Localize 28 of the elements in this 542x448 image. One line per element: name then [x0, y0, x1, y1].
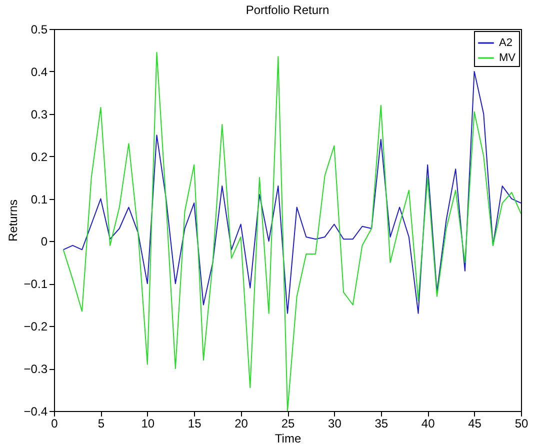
line-series	[62, 70, 521, 314]
x-tick-label: 10	[141, 416, 155, 430]
y-tick-label: −0.1	[24, 277, 48, 292]
chart-title: Portfolio Return	[246, 3, 330, 17]
x-tick-label: 15	[188, 416, 202, 430]
y-tick-label: 0.5	[30, 22, 48, 36]
y-tick-label: 0.1	[30, 192, 48, 206]
x-tick-label: 50	[514, 416, 528, 430]
legend-label: A2	[499, 37, 512, 49]
y-tick-label: −0.2	[24, 320, 48, 334]
line-series	[62, 52, 521, 411]
y-tick-label: 0.3	[30, 107, 48, 122]
y-tick-label: −0.3	[24, 362, 48, 376]
x-tick-label: 40	[421, 416, 436, 430]
x-tick-label: 0	[51, 416, 58, 430]
legend-label: MV	[499, 52, 516, 64]
x-tick-label: 35	[374, 416, 388, 430]
y-tick-label: 0	[40, 234, 48, 249]
x-tick-label: 30	[328, 416, 342, 430]
y-tick-label: 0.4	[30, 64, 48, 79]
x-tick-label: 20	[234, 416, 248, 430]
x-tick-label: 5	[98, 416, 105, 430]
y-tick-label: −0.4	[24, 404, 48, 418]
y-tick-label: 0.2	[30, 150, 48, 164]
y-axis-title: Returns	[6, 199, 20, 242]
x-axis-title: Time	[274, 432, 302, 446]
x-tick-label: 45	[468, 416, 482, 430]
x-tick-label: 25	[281, 416, 295, 430]
